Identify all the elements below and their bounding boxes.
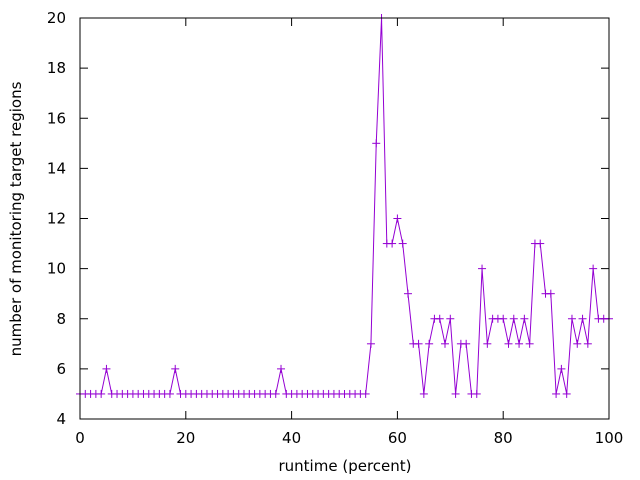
- y-tick-label: 6: [56, 360, 66, 378]
- y-tick-label: 4: [56, 410, 66, 428]
- series-line: [80, 17, 609, 395]
- data-point: [372, 139, 381, 148]
- data-point: [271, 389, 280, 398]
- data-point: [425, 339, 434, 348]
- y-tick-label: 20: [47, 9, 66, 27]
- data-point: [277, 364, 286, 373]
- data-point: [573, 339, 582, 348]
- data-point: [589, 264, 598, 273]
- y-tick-label: 16: [47, 109, 66, 127]
- data-point: [361, 389, 370, 398]
- y-tick-label: 14: [47, 159, 66, 177]
- data-point: [451, 389, 460, 398]
- plot-frame: [79, 17, 610, 420]
- x-axis-label: runtime (percent): [279, 457, 412, 475]
- data-point: [171, 364, 180, 373]
- data-point: [520, 314, 529, 323]
- data-point: [403, 289, 412, 298]
- data-point: [414, 339, 423, 348]
- data-point: [366, 339, 375, 348]
- data-point: [557, 364, 566, 373]
- data-point: [393, 214, 402, 223]
- data-point: [419, 389, 428, 398]
- y-tick-label: 18: [47, 59, 66, 77]
- data-point: [583, 339, 592, 348]
- data-point: [509, 314, 518, 323]
- data-point: [388, 239, 397, 248]
- y-axis-label: number of monitoring target regions: [7, 81, 25, 356]
- x-tick-label: 20: [176, 429, 195, 447]
- y-tick-label: 12: [47, 210, 66, 228]
- x-tick-label: 40: [282, 429, 301, 447]
- x-tick-label: 100: [595, 429, 624, 447]
- data-point: [515, 339, 524, 348]
- x-tick-label: 0: [75, 429, 85, 447]
- data-point: [578, 314, 587, 323]
- data-point: [462, 339, 471, 348]
- data-point: [472, 389, 481, 398]
- data-point: [536, 239, 545, 248]
- y-tick-label: 10: [47, 260, 66, 278]
- plot-series: [76, 14, 613, 398]
- data-point: [483, 339, 492, 348]
- x-tick-label: 60: [388, 429, 407, 447]
- data-point: [102, 364, 111, 373]
- data-point: [525, 339, 534, 348]
- y-axis-ticks: 4 6 8 10 12 14 16 18 20: [47, 9, 609, 428]
- data-point: [567, 314, 576, 323]
- data-point: [546, 289, 555, 298]
- x-tick-label: 80: [494, 429, 513, 447]
- data-point: [552, 389, 561, 398]
- data-point: [478, 264, 487, 273]
- data-point: [435, 314, 444, 323]
- data-point: [441, 339, 450, 348]
- data-point: [97, 389, 106, 398]
- x-axis-ticks: 0 20 40 60 80 100: [75, 18, 623, 447]
- data-point: [562, 389, 571, 398]
- data-point: [398, 239, 407, 248]
- data-point: [499, 314, 508, 323]
- data-point: [504, 339, 513, 348]
- data-point: [165, 389, 174, 398]
- y-tick-label: 8: [56, 310, 66, 328]
- data-point: [446, 314, 455, 323]
